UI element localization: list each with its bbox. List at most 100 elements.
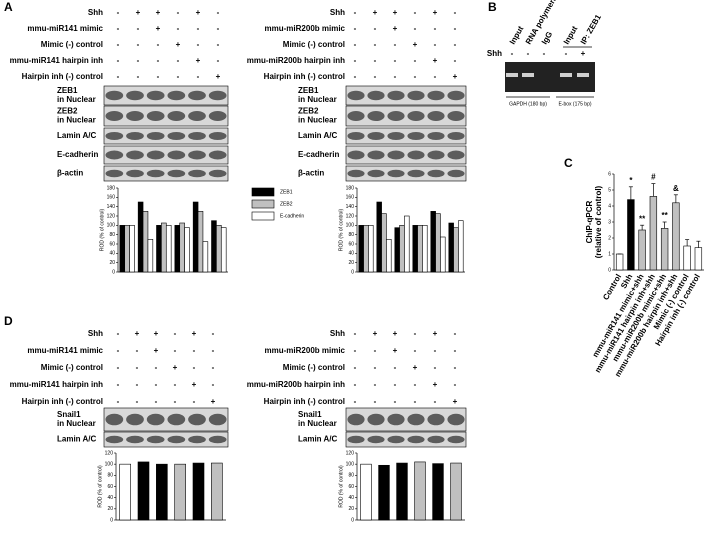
treatment-sign: + xyxy=(453,72,458,81)
treatment-sign: - xyxy=(177,72,180,81)
blot-label: in Nuclear xyxy=(57,95,96,104)
treatment-sign: + xyxy=(196,56,201,65)
y-tick-label: 120 xyxy=(107,213,116,219)
bar xyxy=(378,464,390,521)
blot-band xyxy=(407,169,425,178)
treatment-sign: - xyxy=(394,72,397,81)
treatment-sign: - xyxy=(374,397,377,406)
bar xyxy=(660,228,669,271)
treatment-sign: + xyxy=(393,24,398,33)
y-tick-label: 0 xyxy=(110,517,113,523)
blot-label: Lamin A/C xyxy=(57,131,96,140)
treatment-sign: - xyxy=(155,380,158,389)
treatment-label: Hairpin inh (-) control xyxy=(264,397,345,406)
treatment-label: mmu-miR200b hairpin inh xyxy=(247,56,345,65)
treatment-sign: - xyxy=(434,24,437,33)
treatment-label: mmu-miR200b hairpin inh xyxy=(247,380,345,389)
treatment-sign: - xyxy=(137,24,140,33)
blot-band xyxy=(167,132,186,140)
treatment-label: mmu-miR200b mimic xyxy=(265,24,346,33)
blot-band xyxy=(208,132,227,140)
treatment-sign: - xyxy=(354,8,357,17)
treatment-label: Shh xyxy=(88,329,103,338)
treatment-sign: - xyxy=(354,56,357,65)
blot-band xyxy=(167,90,186,101)
treatment-sign: - xyxy=(414,72,417,81)
blot-label: E-cadherin xyxy=(298,150,339,159)
blot-band xyxy=(208,150,227,160)
bar xyxy=(396,462,408,521)
treatment-sign: - xyxy=(136,397,139,406)
bar xyxy=(404,215,410,273)
blot-band xyxy=(188,150,206,160)
blot-label: in Nuclear xyxy=(298,95,337,104)
blot-band xyxy=(105,111,124,121)
blot-band xyxy=(126,90,144,101)
bar xyxy=(615,253,624,271)
bar xyxy=(192,462,205,521)
bar xyxy=(430,211,436,273)
y-tick-label: 80 xyxy=(107,473,113,479)
treatment-sign: - xyxy=(454,346,457,355)
blot-band xyxy=(188,111,206,121)
panel-label: A xyxy=(4,0,13,14)
blot-band xyxy=(167,111,186,121)
treatment-sign: - xyxy=(454,363,457,372)
treatment-sign: - xyxy=(354,24,357,33)
blot-band xyxy=(387,413,405,426)
treatment-sign: + xyxy=(433,8,438,17)
blot-label: ZEB2 xyxy=(57,107,78,116)
blot-label: Lamin A/C xyxy=(57,435,96,444)
treatment-sign: - xyxy=(117,380,120,389)
treatment-label: mmu-miR141 mimic xyxy=(27,346,103,355)
treatment-sign: - xyxy=(434,72,437,81)
blot-band xyxy=(126,413,144,426)
treatment-sign: + xyxy=(581,49,586,58)
blot-band xyxy=(387,132,405,140)
lane-header: Input xyxy=(508,24,526,46)
treatment-sign: - xyxy=(137,40,140,49)
bar xyxy=(184,227,190,273)
legend-label: ZEB1 xyxy=(280,189,293,195)
treatment-sign: - xyxy=(374,40,377,49)
y-tick-label: 100 xyxy=(346,461,355,467)
blot-label: Snail1 xyxy=(298,410,322,419)
treatment-sign: + xyxy=(433,329,438,338)
y-tick-label: 80 xyxy=(348,473,354,479)
blot-band xyxy=(447,150,465,160)
blot-band xyxy=(407,111,425,121)
blot-band xyxy=(188,413,206,426)
blot-band xyxy=(146,111,165,121)
treatment-sign: - xyxy=(454,24,457,33)
treatment-sign: - xyxy=(137,72,140,81)
blot-band xyxy=(407,413,425,426)
legend-label: ZEB2 xyxy=(280,201,293,207)
gel-band xyxy=(577,73,589,77)
y-tick-label: 0 xyxy=(351,269,354,275)
treatment-label: mmu-miR141 mimic xyxy=(27,24,103,33)
treatment-sign: + xyxy=(433,380,438,389)
bar xyxy=(119,225,126,273)
blot-band xyxy=(146,90,165,101)
blot-band xyxy=(367,169,385,178)
blot-band xyxy=(447,90,465,101)
y-axis-label: ROD (% of control) xyxy=(99,209,105,252)
annotation: # xyxy=(651,173,656,182)
treatment-sign: + xyxy=(136,8,141,17)
bar xyxy=(399,225,405,273)
treatment-sign: - xyxy=(117,363,120,372)
blot-band xyxy=(367,150,385,160)
bar xyxy=(450,462,462,521)
y-tick-label: 120 xyxy=(346,450,355,456)
bar xyxy=(458,220,464,273)
blot-band xyxy=(167,435,186,444)
y-tick-label: 140 xyxy=(107,204,116,210)
blot-label: in Nuclear xyxy=(298,116,337,125)
bar xyxy=(417,225,423,273)
treatment-sign: - xyxy=(394,363,397,372)
bar xyxy=(386,239,392,273)
bar xyxy=(414,461,426,521)
gel-band xyxy=(560,73,572,77)
y-tick-label: 180 xyxy=(346,185,355,191)
treatment-sign: - xyxy=(212,363,215,372)
